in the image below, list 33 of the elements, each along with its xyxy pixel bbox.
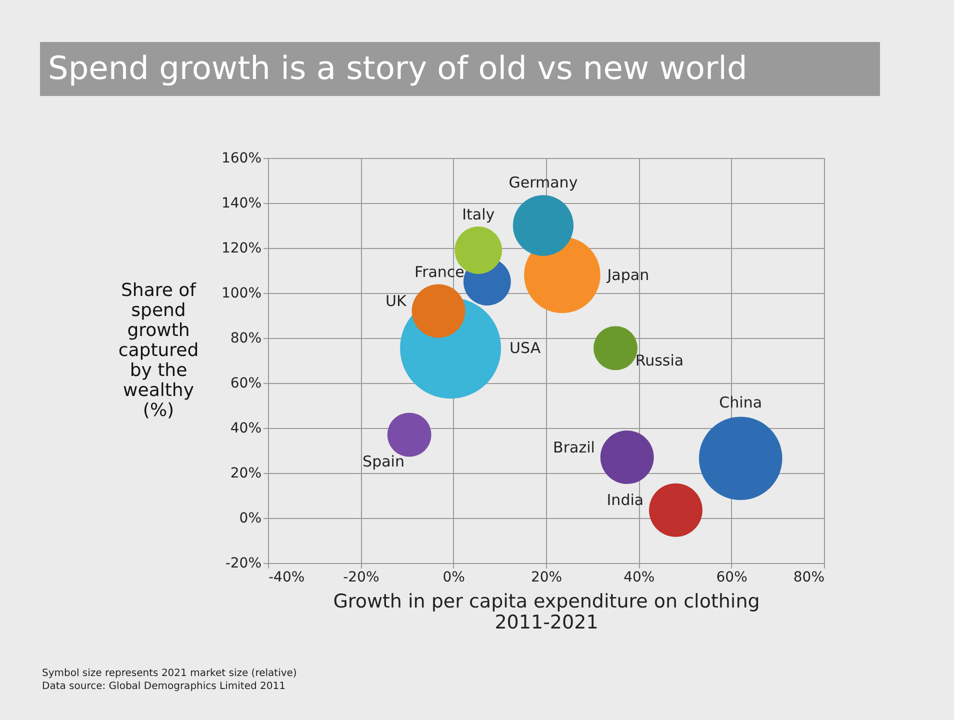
x-tick-label: 20%	[530, 570, 562, 586]
series-label: Spain	[362, 452, 404, 471]
series-label: China	[719, 393, 762, 412]
y-tick-label: 140%	[221, 196, 262, 212]
y-tick-label: 100%	[221, 286, 262, 302]
x-tick-label: 0%	[442, 570, 465, 586]
x-tick-label: 60%	[716, 570, 748, 586]
series-label: India	[606, 491, 644, 510]
x-axis-title: Growth in per capita expenditure on clothing 2011-2021	[333, 590, 760, 634]
series-label: UK	[386, 292, 408, 310]
chart-title: Spend growth is a story of old vs new world	[48, 49, 748, 87]
y-tick-label: 20%	[230, 466, 262, 482]
series-label: Germany	[508, 173, 578, 192]
series-label: France	[414, 262, 464, 281]
series-label: USA	[510, 339, 542, 358]
x-tick-label: -40%	[268, 570, 305, 586]
series-label: Brazil	[553, 438, 595, 456]
x-tick-label: 80%	[793, 570, 824, 586]
y-tick-label: 60%	[230, 376, 262, 392]
x-tick-label: 40%	[624, 570, 655, 586]
x-tick-label: -20%	[343, 570, 380, 586]
text: Symbol size represents 2021 market size (relative)	[42, 668, 297, 679]
y-tick-label: 0%	[239, 510, 262, 526]
series-label: Japan	[606, 266, 650, 284]
y-tick-label: 80%	[230, 330, 262, 346]
y-tick-label: -20%	[225, 556, 262, 572]
series-label: Russia	[635, 352, 684, 370]
y-tick-label: 120%	[221, 240, 262, 256]
y-tick-label: 160%	[221, 150, 262, 166]
source-note: Data source: Global Demographics Limited 2011	[42, 681, 286, 692]
series-label: Italy	[462, 206, 495, 224]
y-tick-label: 40%	[230, 420, 262, 436]
y-axis-title: Share of spend growth captured by the wealthy (%)	[118, 280, 199, 421]
